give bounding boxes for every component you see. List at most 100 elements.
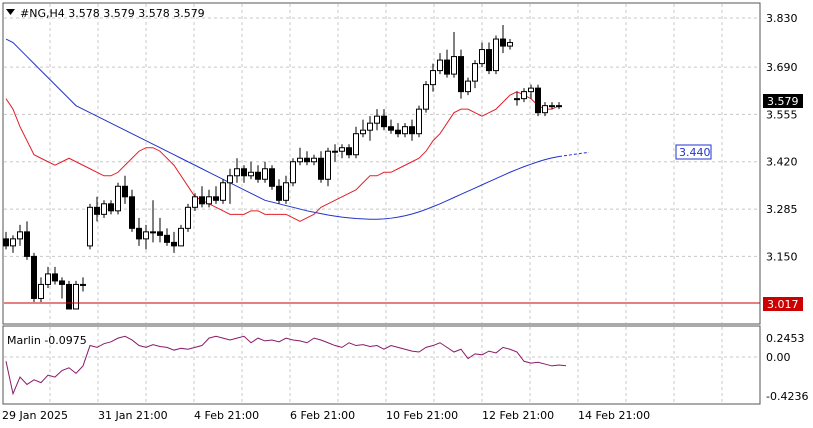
candle[interactable]	[269, 165, 275, 190]
candle[interactable]	[493, 35, 499, 75]
candle[interactable]	[451, 32, 457, 78]
dropdown-triangle-icon[interactable]	[6, 9, 15, 15]
candle[interactable]	[374, 109, 380, 131]
candle[interactable]	[290, 158, 296, 187]
candle[interactable]	[360, 119, 366, 138]
candle[interactable]	[465, 77, 471, 96]
candle[interactable]	[346, 144, 352, 159]
candle[interactable]	[472, 60, 478, 89]
candle[interactable]	[255, 165, 261, 183]
price-tick: 3.555	[766, 108, 798, 121]
candle[interactable]	[318, 151, 324, 183]
candle[interactable]	[206, 189, 212, 208]
candle[interactable]	[80, 277, 86, 292]
candle[interactable]	[227, 168, 233, 204]
candle-body	[409, 126, 415, 135]
candle[interactable]	[17, 224, 23, 246]
candle[interactable]	[87, 203, 93, 250]
candle[interactable]	[304, 151, 310, 166]
candle[interactable]	[458, 49, 464, 99]
candle[interactable]	[52, 266, 58, 285]
time-label: 14 Feb 21:00	[578, 409, 650, 422]
candle[interactable]	[66, 280, 72, 310]
candle[interactable]	[234, 158, 240, 183]
candle-body	[143, 231, 149, 240]
candle[interactable]	[500, 25, 506, 54]
candle[interactable]	[38, 277, 44, 302]
candle[interactable]	[416, 105, 422, 138]
candle[interactable]	[507, 39, 513, 50]
candle[interactable]	[101, 200, 107, 218]
candle[interactable]	[437, 53, 443, 75]
candle[interactable]	[479, 42, 485, 68]
candle[interactable]	[122, 175, 128, 204]
candle[interactable]	[388, 119, 394, 134]
candle[interactable]	[150, 200, 156, 243]
candle[interactable]	[381, 109, 387, 131]
candle[interactable]	[45, 266, 51, 288]
candle[interactable]	[178, 224, 184, 247]
candle-body	[80, 283, 86, 286]
candle[interactable]	[283, 175, 289, 204]
candle[interactable]	[276, 179, 282, 204]
candle[interactable]	[444, 49, 450, 78]
candle[interactable]	[353, 126, 359, 159]
candle-body	[269, 168, 275, 187]
candle-body	[66, 283, 72, 310]
candle[interactable]	[108, 200, 114, 215]
candle-body	[94, 206, 100, 215]
candle[interactable]	[430, 63, 436, 92]
candle[interactable]	[213, 186, 219, 204]
candle[interactable]	[136, 217, 142, 246]
candle[interactable]	[556, 102, 562, 110]
candle-body	[234, 168, 240, 177]
candlesticks[interactable]	[3, 25, 562, 310]
candle[interactable]	[143, 224, 149, 250]
candle[interactable]	[549, 102, 555, 110]
candle[interactable]	[59, 277, 65, 299]
candle[interactable]	[24, 221, 30, 260]
candle[interactable]	[311, 154, 317, 166]
candle[interactable]	[486, 42, 492, 75]
candle[interactable]	[157, 217, 163, 243]
candle[interactable]	[220, 179, 226, 204]
candle-body	[3, 238, 9, 247]
candle[interactable]	[367, 116, 373, 141]
candle[interactable]	[73, 280, 79, 310]
candle[interactable]	[409, 119, 415, 141]
candle-body	[150, 231, 156, 234]
candle-body	[451, 56, 457, 75]
candle[interactable]	[115, 182, 121, 215]
candle[interactable]	[514, 91, 520, 106]
candle[interactable]	[94, 196, 100, 222]
candle[interactable]	[332, 144, 338, 162]
candle[interactable]	[339, 144, 345, 159]
candle[interactable]	[402, 123, 408, 138]
candle-body	[45, 273, 51, 285]
candle[interactable]	[535, 84, 541, 117]
candle[interactable]	[542, 102, 548, 117]
candle[interactable]	[3, 231, 9, 250]
candle[interactable]	[241, 165, 247, 183]
candle[interactable]	[192, 193, 198, 211]
candle-body	[297, 157, 303, 163]
candle[interactable]	[395, 123, 401, 138]
candle[interactable]	[171, 231, 177, 253]
candle[interactable]	[185, 203, 191, 232]
candle[interactable]	[10, 235, 16, 253]
candle[interactable]	[31, 252, 37, 302]
candle[interactable]	[423, 81, 429, 113]
candle[interactable]	[297, 147, 303, 166]
candle[interactable]	[262, 161, 268, 183]
candle-body	[52, 273, 58, 282]
candle[interactable]	[164, 228, 170, 246]
candle[interactable]	[199, 186, 205, 208]
candle-body	[346, 147, 352, 156]
candle[interactable]	[129, 189, 135, 232]
candle[interactable]	[521, 88, 527, 103]
candle[interactable]	[528, 84, 534, 99]
candle[interactable]	[248, 161, 254, 180]
candle-body	[241, 168, 247, 177]
candle[interactable]	[325, 147, 331, 187]
